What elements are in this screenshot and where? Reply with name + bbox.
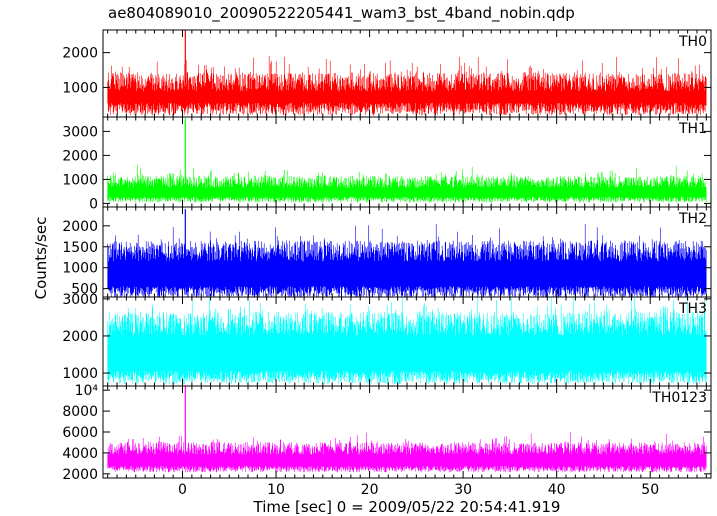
x-axis-label: Time [sec] 0 = 2009/05/22 20:54:41.919: [253, 498, 561, 516]
series-th0: [107, 55, 707, 116]
y-tick-label: 2000: [62, 467, 98, 483]
series-th2: [107, 224, 707, 297]
x-tick-label: 40: [548, 482, 566, 498]
y-tick-label: 1000: [62, 261, 98, 277]
x-tick-label: 20: [361, 482, 379, 498]
chart-title: ae804089010_20090522205441_wam3_bst_4ban…: [108, 4, 575, 23]
y-tick-label: 500: [71, 282, 98, 298]
y-tick-label: 1000: [62, 80, 98, 96]
y-tick-label: 2000: [62, 148, 98, 164]
series-th1: [107, 164, 707, 203]
panel-th3: 1000 2000 3000 TH3: [62, 292, 712, 387]
y-axis-label: Counts/sec: [32, 217, 50, 300]
y-tick-label: 6000: [62, 425, 98, 441]
x-tick-label: 50: [641, 482, 659, 498]
x-tick-label: 0: [178, 482, 187, 498]
panel-label: TH3: [678, 301, 707, 317]
y-tick-label: 2000: [62, 46, 98, 62]
panel-th2: 500 1000 1500 2000 TH2: [62, 206, 712, 298]
panel-label: TH0: [678, 34, 707, 50]
y-tick-label: 3000: [62, 124, 98, 140]
y-tick-label: 1500: [62, 240, 98, 256]
y-tick-label: 0: [89, 196, 98, 212]
panel-th0: 1000 2000 TH0: [62, 29, 712, 118]
panel-th0123: 2000 4000 6000 8000 10⁴ TH0123: [62, 383, 712, 483]
y-tick-label: 1000: [62, 366, 98, 382]
series-th3: [107, 297, 707, 385]
y-tick-label: 1000: [62, 172, 98, 188]
series-th0123: [107, 431, 707, 473]
y-tick-label: 4000: [62, 446, 98, 462]
y-tick-label: 10⁴: [75, 383, 99, 399]
panel-label: TH2: [678, 211, 707, 227]
panel-label: TH0123: [651, 390, 707, 406]
panel-th1: 0 1000 2000 3000 TH1: [62, 116, 712, 212]
x-tick-label: 30: [454, 482, 472, 498]
y-tick-label: 2000: [62, 329, 98, 345]
y-tick-label: 8000: [62, 404, 98, 420]
panel-label: TH1: [678, 121, 707, 137]
y-tick-label: 2000: [62, 219, 98, 235]
y-tick-label: 3000: [62, 292, 98, 308]
x-tick-label: 10: [267, 482, 285, 498]
